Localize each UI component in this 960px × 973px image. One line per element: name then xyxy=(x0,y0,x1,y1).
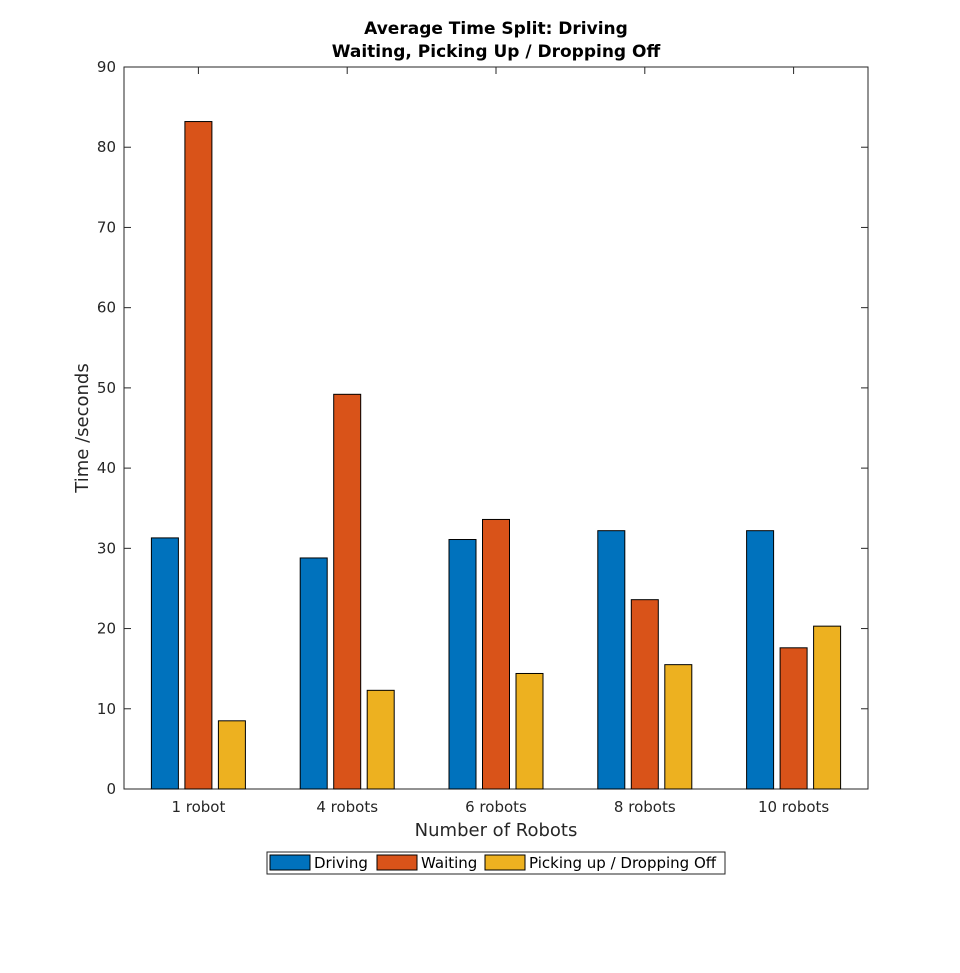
bar-waiting-2 xyxy=(482,518,510,790)
legend-swatch xyxy=(376,854,418,871)
legend: Driving Waiting Picking up / Dropping Off xyxy=(266,851,726,875)
bar-picking-up-dropping-off-2 xyxy=(515,672,544,790)
bar-driving-0 xyxy=(150,537,179,790)
y-tick-label: 80 xyxy=(97,138,116,156)
bar-picking-up-dropping-off-3 xyxy=(664,664,693,790)
x-tick-label: 10 robots xyxy=(758,798,829,816)
bar-driving-1 xyxy=(299,557,328,790)
bar-picking-up-dropping-off-4 xyxy=(813,625,842,790)
bar-waiting-1 xyxy=(333,393,362,790)
legend-swatch xyxy=(484,854,526,871)
legend-entry-label: Picking up / Dropping Off xyxy=(529,854,717,872)
y-tick-label: 70 xyxy=(97,218,116,236)
bar-picking-up-dropping-off-0 xyxy=(217,720,246,790)
y-tick-label: 20 xyxy=(97,620,116,638)
x-axis-label: Number of Robots xyxy=(415,820,578,841)
y-tick-label: 30 xyxy=(97,539,116,557)
y-tick-label: 60 xyxy=(97,299,116,317)
plot-area: 0 10 20 30 40 50 60 70 80 90 1 robot 4 robots 6 robo… xyxy=(97,58,869,816)
chart-title-line-1: Average Time Split: Driving xyxy=(364,19,628,39)
bar-waiting-4 xyxy=(779,647,808,790)
y-tick-label: 10 xyxy=(97,700,116,718)
bar-waiting-3 xyxy=(630,599,659,790)
bar-driving-3 xyxy=(597,530,626,790)
x-tick-label: 4 robots xyxy=(316,798,378,816)
chart-title-line-2: Waiting, Picking Up / Dropping Off xyxy=(332,42,661,62)
y-tick-label: 50 xyxy=(97,379,116,397)
x-tick-label: 6 robots xyxy=(465,798,527,816)
bar-driving-2 xyxy=(448,539,477,790)
x-tick-label: 8 robots xyxy=(614,798,676,816)
bar-driving-4 xyxy=(746,530,775,790)
legend-swatch xyxy=(269,854,311,871)
bar-waiting-0 xyxy=(184,121,213,790)
legend-entry-label: Waiting xyxy=(421,854,477,872)
y-tick-label: 90 xyxy=(97,58,116,76)
y-axis-label: Time /seconds xyxy=(72,363,93,493)
legend-entry-label: Driving xyxy=(314,854,368,872)
x-tick-label: 1 robot xyxy=(171,798,225,816)
y-tick-label: 0 xyxy=(106,780,116,798)
bar-picking-up-dropping-off-1 xyxy=(366,689,395,790)
y-tick-label: 40 xyxy=(97,459,116,477)
